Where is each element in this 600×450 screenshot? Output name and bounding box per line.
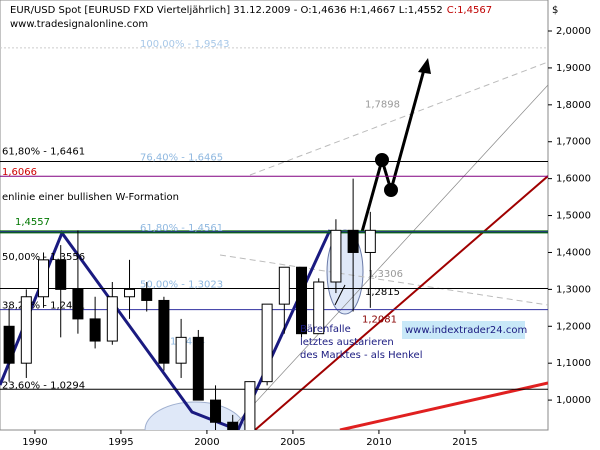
y-tick-label: 2,0000 — [556, 26, 591, 37]
header: EUR/USD Spot [EURUSD FXD Vierteljährlich… — [10, 5, 443, 16]
candle-body — [38, 259, 50, 298]
candle-body — [227, 421, 239, 430]
candle-body — [175, 336, 187, 364]
projection-arrow — [360, 65, 427, 233]
level-label: 50,00% - 1,3023 — [140, 280, 223, 291]
pivot-dot — [375, 153, 389, 167]
candle-body — [124, 288, 136, 298]
trend-line — [339, 381, 548, 430]
trend-line — [229, 84, 548, 430]
annotation: enlinie einer bullishen W-Formation — [2, 192, 179, 203]
plot-area — [0, 0, 549, 431]
candle-body — [210, 399, 222, 423]
badge — [402, 321, 525, 339]
level-label: 1,1484 — [170, 336, 205, 347]
trend-line — [219, 254, 548, 306]
y-tick-label: 1,8000 — [556, 100, 591, 111]
level-label: 1,2081 — [362, 314, 397, 325]
level-label: 1,3306 — [368, 269, 403, 280]
candle-body — [3, 325, 15, 364]
y-tick-label: 1,2000 — [556, 321, 591, 332]
candle-body — [72, 288, 84, 320]
y-tick-label: 1,3000 — [556, 284, 591, 295]
y-tick-label: 1,6000 — [556, 174, 591, 185]
candle-body — [158, 299, 170, 364]
arrow-head — [418, 58, 431, 74]
x-tick-label: 2000 — [194, 437, 219, 448]
y-tick-label: 1,5000 — [556, 211, 591, 222]
y-tick-label: 1,1000 — [556, 358, 591, 369]
axis-unit: $ — [552, 5, 558, 16]
level-label: 76,40% - 1,6465 — [140, 152, 223, 163]
candle-body — [106, 296, 118, 342]
x-tick-label: 1995 — [108, 437, 133, 448]
candle-body — [278, 266, 290, 305]
trend-line — [249, 61, 548, 176]
annotation: letztes austarieren — [300, 337, 394, 348]
candle-body — [55, 259, 67, 290]
level-label: 23,60% - 1,0294 — [2, 380, 85, 391]
level-label: 1,4557 — [15, 217, 50, 228]
pivot-dot — [384, 183, 398, 197]
y-tick-label: 1,9000 — [556, 63, 591, 74]
candle-body — [141, 288, 153, 301]
candle-body — [244, 381, 256, 430]
x-tick-label: 2010 — [366, 437, 391, 448]
y-tick-label: 1,0000 — [556, 395, 591, 406]
candle-body — [20, 296, 32, 364]
level-label: 1,7898 — [365, 100, 400, 111]
header-close: C:1,4567 — [447, 5, 492, 16]
candle-body — [296, 266, 308, 335]
level-label: 1,6066 — [2, 167, 37, 178]
annotation: des Marktes - als Henkel — [300, 350, 422, 361]
y-tick-label: 1,4000 — [556, 247, 591, 258]
x-tick-label: 2015 — [452, 437, 477, 448]
level-label: 100,00% - 1,9543 — [140, 39, 229, 50]
trend-line — [254, 175, 548, 430]
candle-body — [89, 318, 101, 342]
x-tick-label: 2005 — [280, 437, 305, 448]
source: www.tradesignalonline.com — [10, 19, 148, 30]
x-tick-label: 1990 — [22, 437, 47, 448]
candle-body — [364, 229, 376, 253]
level-label: 61,80% - 1,6461 — [2, 147, 85, 158]
level-label: 1,2815 — [365, 287, 400, 298]
y-tick-label: 1,7000 — [556, 137, 591, 148]
annotation: Bärenfalle — [300, 324, 351, 335]
candle-body — [313, 281, 325, 335]
candle-body — [192, 336, 204, 401]
annotation: www.indextrader24.com — [405, 325, 527, 336]
candle-body — [347, 229, 359, 253]
candle-body — [261, 303, 273, 383]
candle-body — [330, 229, 342, 283]
level-label: 61,80% - 1,4561 — [140, 223, 223, 234]
